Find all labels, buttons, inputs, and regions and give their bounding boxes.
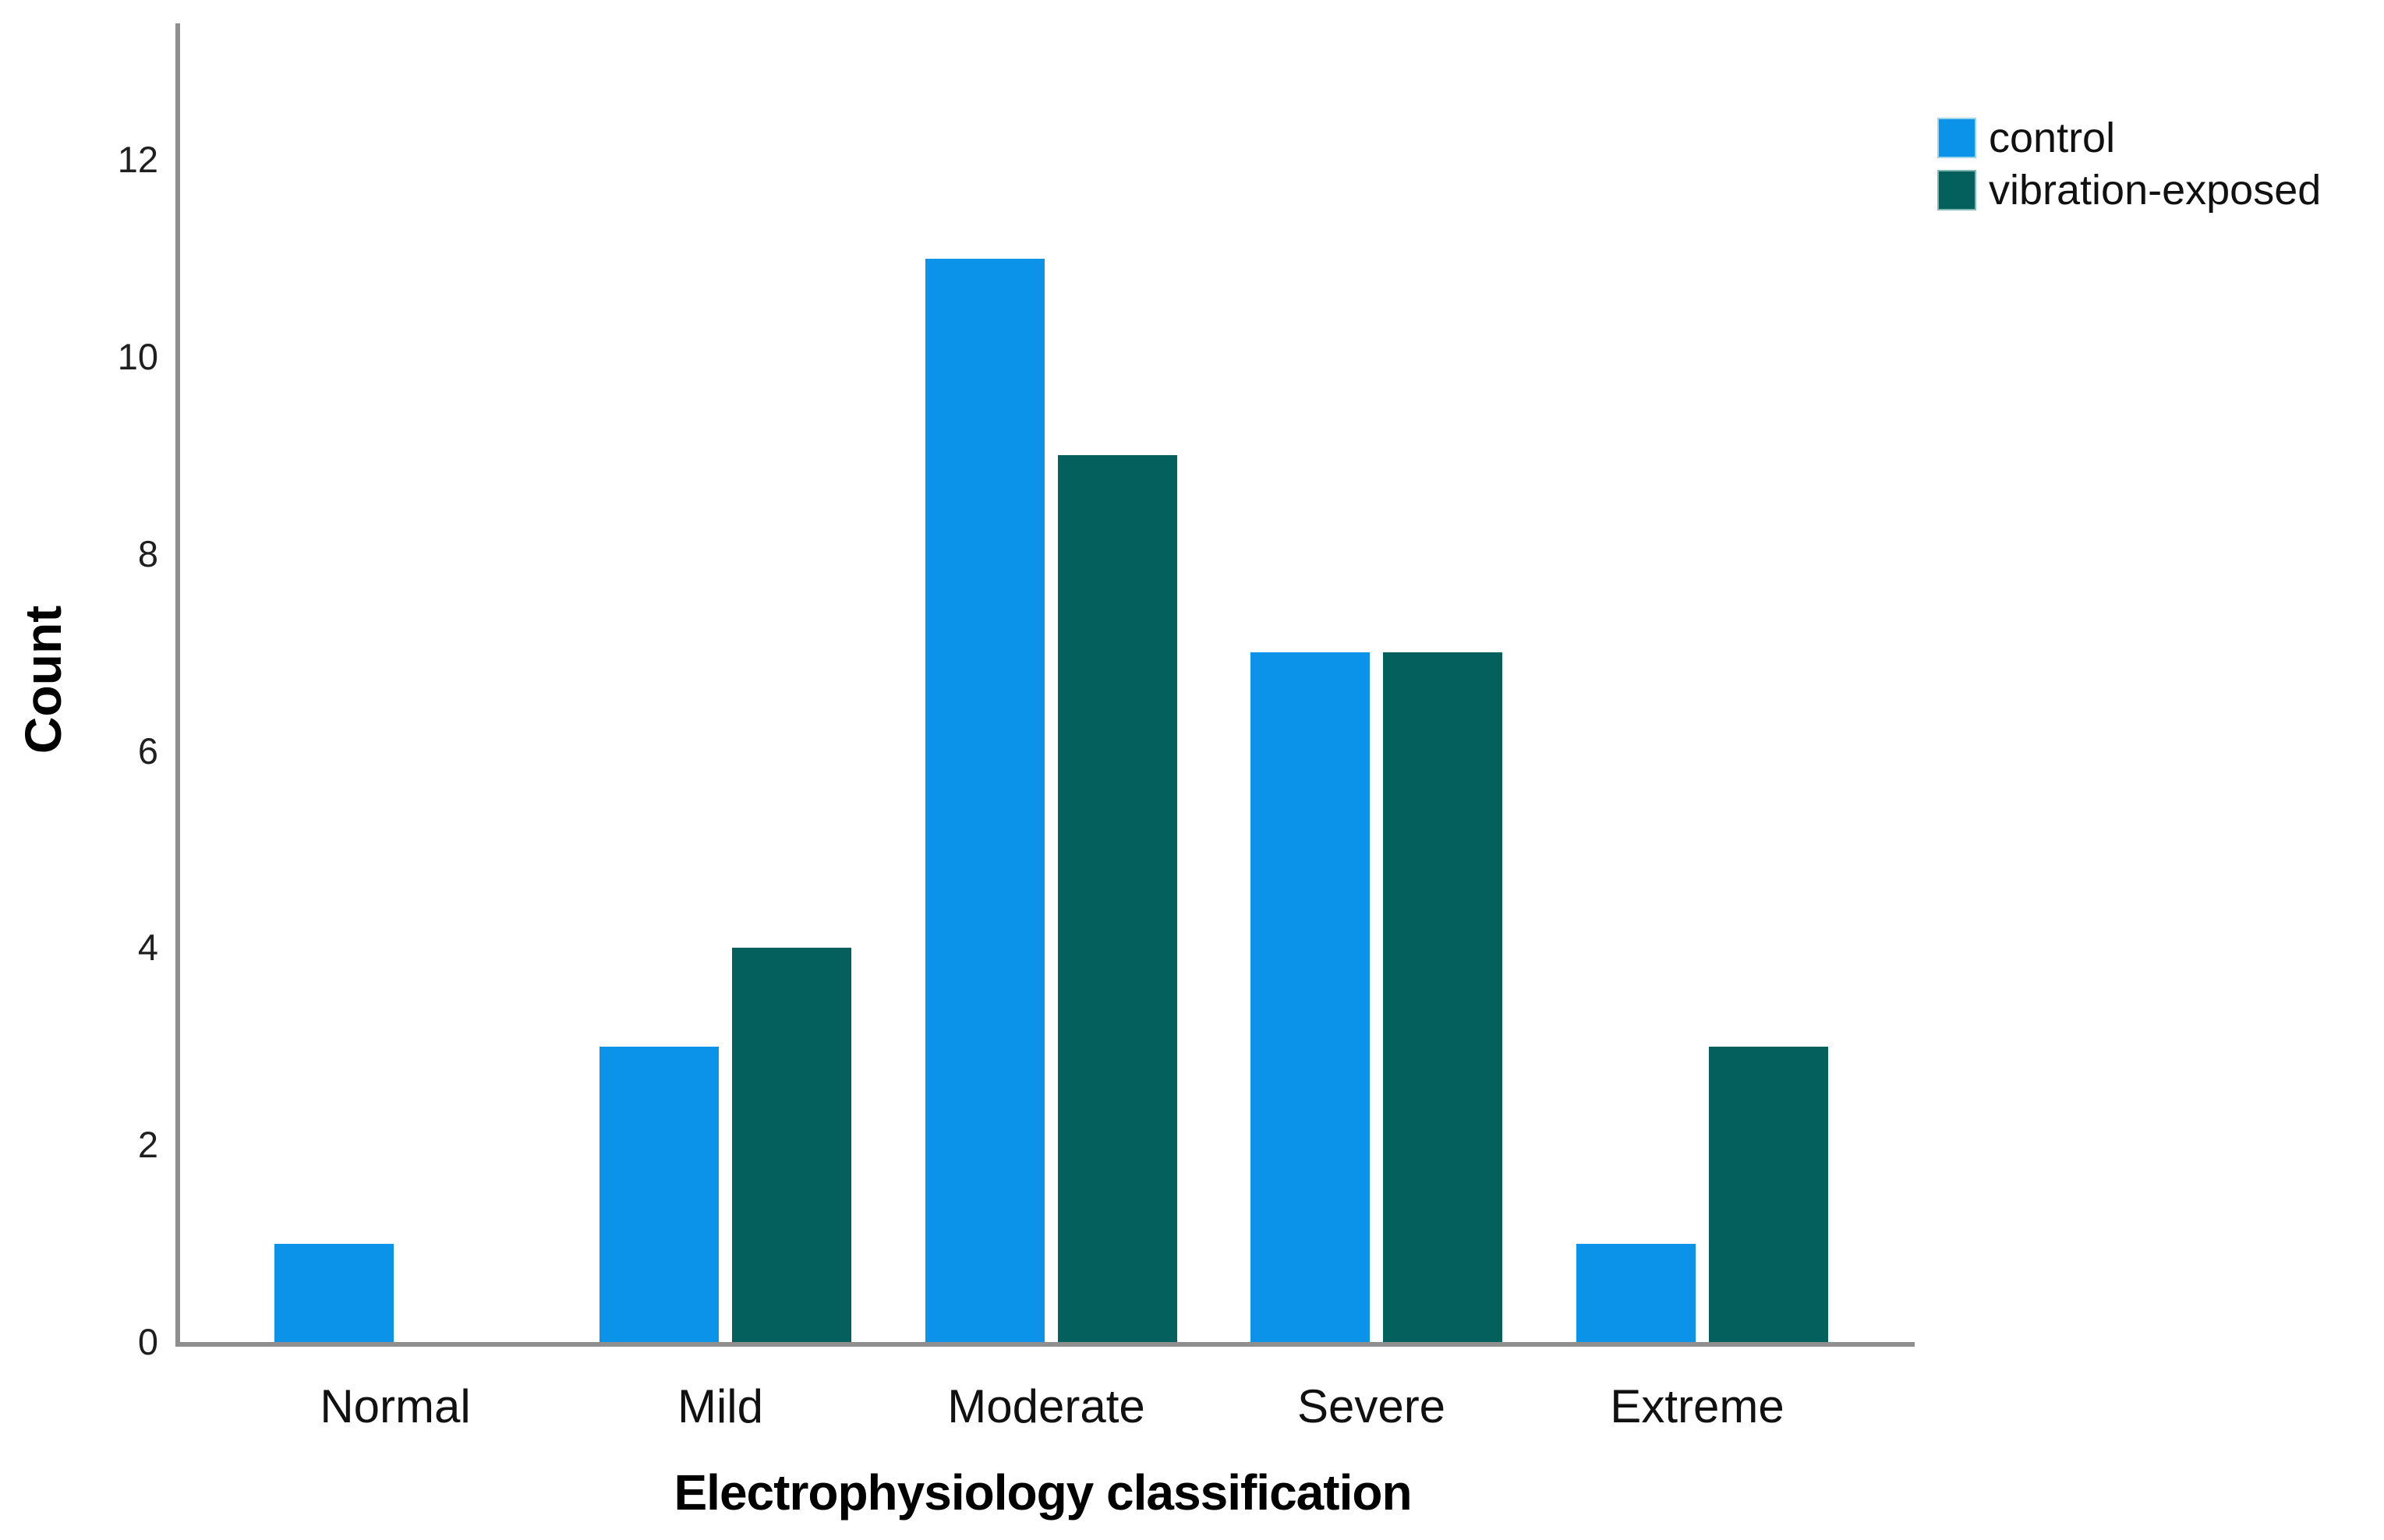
y-tick-12: 12	[117, 139, 158, 180]
y-tick-4: 4	[137, 927, 158, 968]
x-axis-tick-labels: Normal Mild Moderate Severe Extreme	[175, 1378, 1910, 1440]
y-tick-2: 2	[137, 1124, 158, 1165]
y-tick-10: 10	[117, 336, 158, 377]
y-tick-6: 6	[137, 730, 158, 772]
legend-item-vibration-exposed: vibration-exposed	[1937, 168, 2321, 213]
y-tick-0: 0	[137, 1321, 158, 1362]
bar-control-severe	[1250, 652, 1370, 1342]
legend-label-vibration-exposed: vibration-exposed	[1989, 167, 2322, 214]
bar-control-normal	[274, 1244, 394, 1342]
bar-control-mild	[599, 1047, 719, 1342]
x-axis-title: Electrophysiology classification	[674, 1464, 1412, 1521]
legend-item-control: control	[1937, 115, 2321, 161]
bar-control-moderate	[925, 259, 1045, 1342]
bar-vibration-exposed-severe	[1382, 652, 1502, 1342]
plot-area: 0 2 4 6 8 10 12	[118, 23, 1915, 1362]
y-tick-8: 8	[137, 533, 158, 574]
x-tick-moderate: Moderate	[947, 1380, 1145, 1432]
x-tick-normal: Normal	[320, 1380, 471, 1432]
x-tick-severe: Severe	[1296, 1380, 1446, 1432]
legend-swatch-control	[1937, 118, 1976, 158]
legend-label-control: control	[1989, 115, 2116, 161]
bar-vibration-exposed-mild	[731, 948, 851, 1342]
legend: control vibration-exposed	[1937, 115, 2321, 220]
bar-control-extreme	[1576, 1244, 1696, 1342]
bar-vibration-exposed-extreme	[1708, 1047, 1828, 1342]
legend-swatch-vibration-exposed	[1937, 170, 1976, 210]
y-axis-tick-labels: 0 2 4 6 8 10 12	[0, 23, 175, 1362]
x-tick-mild: Mild	[677, 1380, 764, 1432]
bar-vibration-exposed-moderate	[1057, 455, 1177, 1342]
x-tick-extreme: Extreme	[1610, 1380, 1784, 1432]
